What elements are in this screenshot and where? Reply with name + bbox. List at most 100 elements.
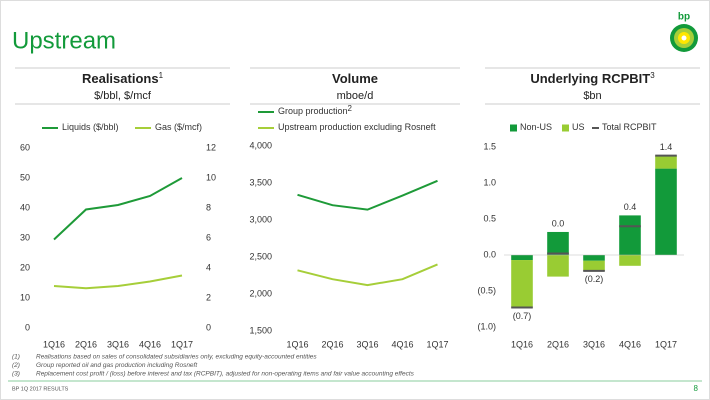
footnote-text: Group reported oil and gas production in… bbox=[36, 362, 198, 369]
chart-title: Underlying RCPBIT3 bbox=[530, 71, 655, 86]
logo-core bbox=[681, 35, 687, 41]
y-tick-label: 4,000 bbox=[249, 140, 272, 150]
legend-label: Liquids ($/bbl) bbox=[62, 122, 119, 132]
y-tick-label: (1.0) bbox=[477, 321, 496, 331]
chart-subtitle: $/bbl, $/mcf bbox=[94, 90, 152, 102]
legend-text: Liquids ($/bbl) bbox=[62, 122, 119, 132]
legend-label: US bbox=[572, 122, 585, 132]
y-tick-label: 1.0 bbox=[483, 177, 496, 187]
bar-segment bbox=[655, 155, 677, 169]
chart-title: Realisations1 bbox=[82, 71, 164, 86]
y-tick-label: 40 bbox=[20, 202, 30, 212]
y-tick-label: 1,500 bbox=[249, 325, 272, 335]
x-tick-label: 1Q16 bbox=[286, 339, 308, 349]
page-number: 8 bbox=[694, 384, 699, 393]
chart-subtitle: mboe/d bbox=[337, 90, 374, 102]
bar-segment bbox=[547, 255, 569, 277]
legend-label: Upstream production excluding Rosneft bbox=[278, 122, 436, 132]
footnote-text: Replacement cost profit / (loss) before … bbox=[36, 371, 415, 378]
bar-segment bbox=[619, 215, 641, 255]
legend-label: Gas ($/mcf) bbox=[155, 122, 202, 132]
legend-swatch bbox=[510, 124, 517, 132]
chart-subtitle: $bn bbox=[583, 90, 601, 102]
legend-text: Non-US bbox=[520, 122, 552, 132]
logo: bp bbox=[670, 12, 698, 52]
y-tick-label: 2,500 bbox=[249, 251, 272, 261]
y-tick-label: 3,000 bbox=[249, 214, 272, 224]
y2-tick-label: 0 bbox=[206, 322, 211, 332]
legend-text: US bbox=[572, 122, 585, 132]
x-tick-label: 2Q16 bbox=[75, 339, 97, 349]
y-tick-label: 20 bbox=[20, 262, 30, 272]
bar-segment bbox=[619, 255, 641, 266]
x-tick-label: 2Q16 bbox=[547, 339, 569, 349]
y-tick-label: 50 bbox=[20, 172, 30, 182]
bar-segment bbox=[583, 255, 605, 261]
y-tick-label: 30 bbox=[20, 232, 30, 242]
data-label: (0.7) bbox=[513, 311, 532, 321]
x-tick-label: 3Q16 bbox=[583, 339, 605, 349]
line-series bbox=[53, 177, 183, 241]
legend-note: 2 bbox=[348, 104, 353, 113]
line-series bbox=[297, 179, 438, 211]
legend-label: Non-US bbox=[520, 122, 552, 132]
chart-title-note: 1 bbox=[159, 71, 164, 80]
y-tick-label: 60 bbox=[20, 142, 30, 152]
x-tick-label: 3Q16 bbox=[107, 339, 129, 349]
data-label: (0.2) bbox=[585, 274, 604, 284]
line-series bbox=[53, 274, 183, 290]
x-tick-label: 4Q16 bbox=[139, 339, 161, 349]
x-tick-label: 1Q16 bbox=[43, 339, 65, 349]
chart-title-text: Realisations bbox=[82, 71, 159, 86]
bar-segment bbox=[511, 260, 533, 308]
y2-tick-label: 2 bbox=[206, 292, 211, 302]
x-tick-label: 4Q16 bbox=[619, 339, 641, 349]
y-tick-label: 0.5 bbox=[483, 213, 496, 223]
bar-segment bbox=[547, 231, 569, 255]
y-tick-label: 3,500 bbox=[249, 177, 272, 187]
legend-label: Group production2 bbox=[278, 104, 353, 116]
y-tick-label: 0.0 bbox=[483, 249, 496, 259]
y-tick-label: 1.5 bbox=[483, 141, 496, 151]
footer-left: BP 1Q 2017 RESULTS bbox=[12, 386, 69, 392]
footnote-mark: (2) bbox=[12, 362, 20, 369]
bar-segment bbox=[511, 255, 533, 261]
x-tick-label: 1Q17 bbox=[655, 339, 677, 349]
y2-tick-label: 12 bbox=[206, 142, 216, 152]
x-tick-label: 3Q16 bbox=[356, 339, 378, 349]
legend-text: Total RCPBIT bbox=[602, 122, 657, 132]
x-tick-label: 2Q16 bbox=[321, 339, 343, 349]
chart-title-text: Volume bbox=[332, 71, 378, 86]
legend-text: Upstream production excluding Rosneft bbox=[278, 122, 436, 132]
legend-label: Total RCPBIT bbox=[602, 122, 657, 132]
data-label: 0.0 bbox=[552, 218, 565, 228]
y2-tick-label: 6 bbox=[206, 232, 211, 242]
x-tick-label: 1Q17 bbox=[426, 339, 448, 349]
logo-text: bp bbox=[678, 12, 690, 23]
y-tick-label: 0 bbox=[25, 322, 30, 332]
y-tick-label: 2,000 bbox=[249, 288, 272, 298]
bar-segment bbox=[583, 260, 605, 271]
footnote-mark: (3) bbox=[12, 371, 20, 378]
y2-tick-label: 4 bbox=[206, 262, 211, 272]
x-tick-label: 4Q16 bbox=[391, 339, 413, 349]
legend-text: Group production bbox=[278, 106, 348, 116]
data-label: 1.4 bbox=[660, 142, 673, 152]
x-tick-label: 1Q16 bbox=[511, 339, 533, 349]
footnote-text: Realisations based on sales of consolida… bbox=[36, 354, 317, 361]
y2-tick-label: 10 bbox=[206, 172, 216, 182]
y-tick-label: 10 bbox=[20, 292, 30, 302]
slide-title: Upstream bbox=[12, 27, 116, 54]
bar-segment bbox=[655, 168, 677, 255]
legend-swatch bbox=[562, 124, 569, 132]
footnote-mark: (1) bbox=[12, 354, 20, 361]
line-series bbox=[297, 263, 438, 287]
y2-tick-label: 8 bbox=[206, 202, 211, 212]
chart-title: Volume bbox=[332, 71, 378, 86]
legend-text: Gas ($/mcf) bbox=[155, 122, 202, 132]
y-tick-label: (0.5) bbox=[477, 285, 496, 295]
data-label: 0.4 bbox=[624, 202, 637, 212]
chart-title-text: Underlying RCPBIT bbox=[530, 71, 650, 86]
